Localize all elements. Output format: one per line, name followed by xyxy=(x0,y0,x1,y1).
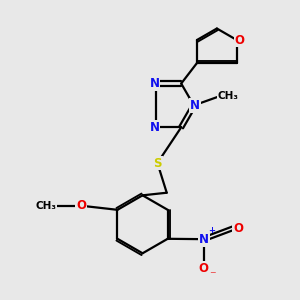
Text: O: O xyxy=(199,262,209,275)
Text: +: + xyxy=(208,226,215,236)
Text: S: S xyxy=(153,157,162,169)
Text: CH₃: CH₃ xyxy=(218,91,239,101)
Text: CH₃: CH₃ xyxy=(35,201,56,211)
Text: N: N xyxy=(149,121,160,134)
Text: O: O xyxy=(76,199,86,212)
Text: N: N xyxy=(199,233,209,246)
Text: N: N xyxy=(190,99,200,112)
Text: N: N xyxy=(149,77,160,90)
Text: O: O xyxy=(235,34,245,46)
Text: ⁻: ⁻ xyxy=(209,269,215,282)
Text: O: O xyxy=(233,221,243,235)
